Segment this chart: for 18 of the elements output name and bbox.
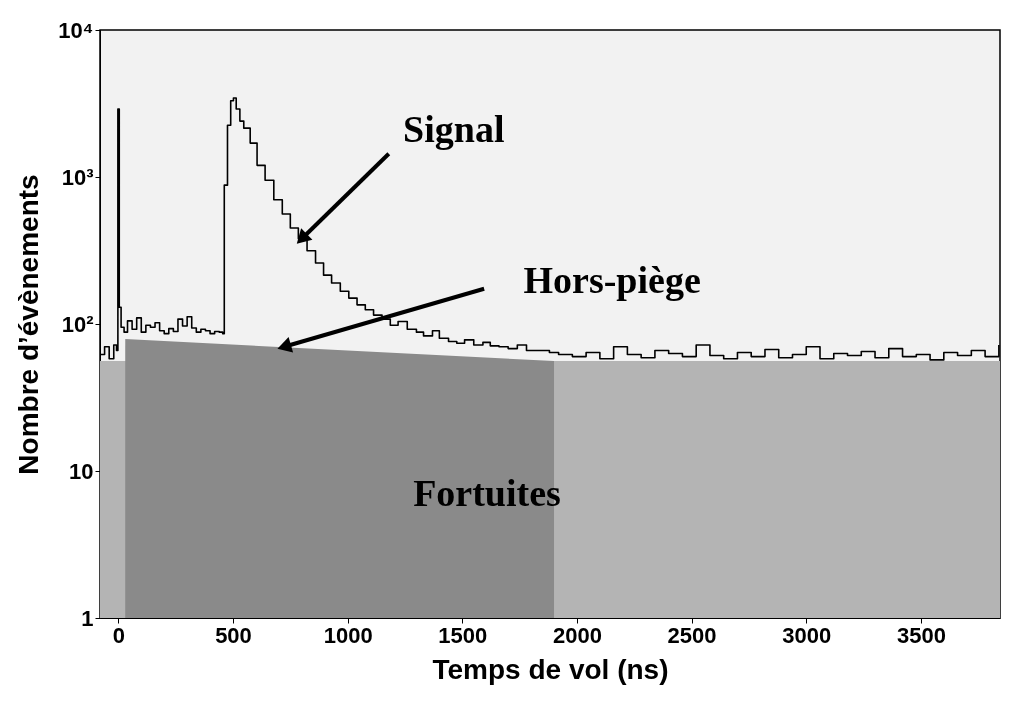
y-tick-label: 1 — [81, 605, 94, 631]
x-tick-label: 500 — [215, 622, 252, 648]
annotation: Signal — [403, 107, 505, 150]
y-tick-label: 10 — [69, 458, 94, 484]
annotation: Hors-piège — [523, 258, 701, 301]
y-tick-label: 10² — [61, 311, 94, 337]
x-tick-label: 2000 — [552, 622, 602, 648]
x-tick-label: 1000 — [323, 622, 373, 648]
annotation: Fortuites — [413, 472, 561, 514]
y-tick-label: 10⁴ — [58, 17, 94, 43]
x-tick-label: 1500 — [438, 622, 488, 648]
y-tick-label: 10³ — [61, 164, 94, 190]
x-tick-label: 3000 — [782, 622, 832, 648]
x-tick-label: 3500 — [896, 622, 946, 648]
y-axis-title: Nombre d’évènements — [13, 174, 45, 475]
x-tick-label: 0 — [112, 622, 125, 648]
x-axis-title: Temps de vol (ns) — [432, 653, 669, 685]
x-tick-label: 2500 — [667, 622, 717, 648]
